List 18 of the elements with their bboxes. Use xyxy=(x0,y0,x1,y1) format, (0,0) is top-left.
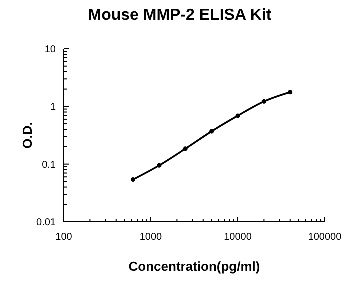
x-tick-label: 1000 xyxy=(140,232,163,243)
point xyxy=(236,114,240,118)
y-tick-label: 1 xyxy=(50,102,56,114)
x-tick-label: 100 xyxy=(56,232,73,243)
y-tick-label: 0.1 xyxy=(42,160,56,171)
point xyxy=(130,178,136,182)
x-axis-title: Concentration(pg/ml) xyxy=(128,259,260,274)
point xyxy=(157,163,162,168)
chart-title: Mouse MMP-2 ELISA Kit xyxy=(88,7,272,24)
point xyxy=(262,99,266,104)
x-tick-label: 100000 xyxy=(308,232,342,243)
point xyxy=(288,90,293,95)
point xyxy=(210,129,214,134)
point xyxy=(183,146,188,152)
y-tick-label: 10 xyxy=(44,44,56,56)
x-tick-label: 10000 xyxy=(224,232,252,243)
y-tick-label: 0.01 xyxy=(36,218,56,228)
y-axis-title: O.D. xyxy=(20,122,35,149)
